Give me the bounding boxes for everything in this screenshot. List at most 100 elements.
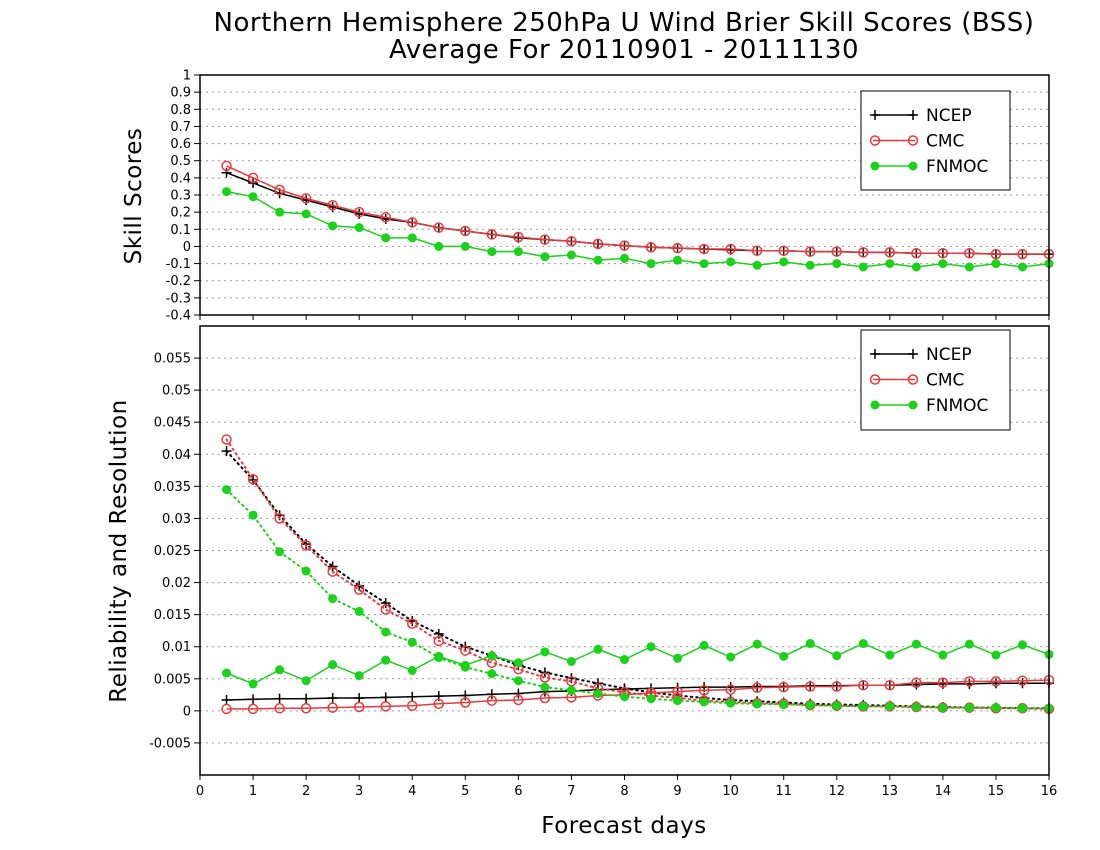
bottom-fnmoc-point — [1017, 640, 1027, 650]
bottom-ncep-point — [911, 679, 922, 690]
top-cmc-point — [513, 231, 524, 243]
bottom-ncep-point — [486, 689, 497, 700]
top-fnmoc-point — [673, 255, 683, 265]
bottom-cmc-point — [725, 684, 736, 695]
bottom-fnmoc-dotted-point — [620, 692, 629, 702]
bottom-cmc-point — [300, 703, 312, 714]
bottom-fnmoc-point — [566, 656, 576, 666]
top-cmc-point — [247, 172, 259, 184]
bottom-ncep-point — [274, 693, 285, 704]
bottom-ncep-point — [407, 691, 418, 702]
top-cmc-point — [725, 243, 736, 255]
top-fnmoc-series-line — [226, 190, 1050, 268]
bottom-plot-frame — [199, 325, 1050, 776]
bottom-ncep-point — [380, 692, 391, 703]
bottom-fnmoc-dotted-point — [726, 698, 736, 708]
top-fnmoc-point — [752, 260, 762, 270]
bottom-ncep-dotted-point — [433, 628, 444, 639]
bottom-y-tick-label: 0.01 — [162, 640, 191, 655]
bottom-fnmoc-point — [275, 665, 285, 675]
bottom-fnmoc-series-line — [226, 642, 1050, 685]
reliability-resolution-panel: -0.005 0 0.005 0.01 0.015 0.02 0.025 0.03 0.035 0… — [149, 325, 1057, 799]
top-y-tick-label: -0.4 — [166, 309, 191, 324]
x-tick-label: 12 — [828, 784, 845, 799]
bottom-fnmoc-dotted-point — [779, 699, 789, 709]
bottom-fnmoc-dotted-point — [752, 699, 762, 709]
bottom-fnmoc-point — [593, 644, 603, 654]
top-fnmoc-point — [513, 247, 523, 257]
bottom-cmc-point — [751, 682, 763, 694]
top-legend: NCEP CMC FNMOC — [860, 90, 1011, 191]
top-cmc-point — [274, 184, 285, 196]
bottom-cmc-dotted-point — [539, 672, 551, 683]
bottom-fnmoc-point — [964, 639, 974, 649]
bottom-fnmoc-point — [540, 647, 550, 657]
bottom-y-tick-label: -0.005 — [149, 736, 191, 751]
top-cmc-point — [1017, 248, 1028, 260]
bottom-fnmoc-point — [726, 652, 736, 662]
top-y-tick-label: 0.5 — [170, 154, 191, 169]
bottom-legend-ncep-marker — [908, 349, 918, 359]
bottom-fnmoc-dotted-point — [938, 703, 948, 713]
bottom-fnmoc-dotted-point — [460, 662, 470, 672]
top-legend-cmc-marker — [907, 135, 919, 146]
x-tick-label: 0 — [196, 784, 204, 799]
bottom-fnmoc-point — [673, 653, 683, 663]
top-cmc-point — [698, 243, 710, 255]
bottom-fnmoc-dotted-point — [328, 594, 338, 604]
bottom-fnmoc-point — [699, 640, 709, 650]
bottom-fnmoc-point — [301, 676, 311, 686]
bottom-fnmoc-dotted-point — [222, 485, 232, 495]
bottom-fnmoc-dotted-point — [699, 697, 709, 707]
bottom-cmc-point — [990, 676, 1002, 687]
x-tick-label: 13 — [882, 784, 899, 799]
bottom-legend-cmc-marker — [869, 374, 881, 385]
bottom-fnmoc-point — [620, 655, 629, 665]
top-y-tick-label: 0 — [183, 240, 191, 255]
bottom-ncep-point — [354, 693, 365, 704]
top-y-tick-label: -0.2 — [166, 274, 191, 289]
top-cmc-point — [911, 248, 922, 259]
top-cmc-point — [407, 217, 418, 228]
bottom-ncep-point — [248, 694, 259, 705]
bottom-fnmoc-dotted-point — [885, 701, 895, 711]
x-tick-label: 5 — [461, 784, 469, 799]
bottom-cmc-dotted-series-line — [225, 438, 1050, 710]
bottom-cmc-point — [778, 681, 789, 693]
bottom-cmc-point — [513, 694, 524, 706]
bottom-fnmoc-dotted-point — [434, 653, 444, 663]
x-tick-label: 9 — [673, 784, 681, 799]
x-tick-label: 2 — [302, 784, 310, 799]
bottom-y-tick-label: 0.015 — [154, 608, 191, 623]
top-cmc-point — [778, 245, 789, 256]
bottom-cmc-point — [698, 685, 710, 696]
bottom-fnmoc-dotted-point — [354, 606, 364, 616]
bottom-y-tick-label: 0.04 — [162, 448, 191, 463]
top-fnmoc-point — [991, 259, 1001, 269]
bottom-cmc-dotted-point — [247, 474, 259, 485]
x-tick-label: 3 — [355, 784, 363, 799]
top-fnmoc-point — [328, 221, 338, 231]
top-fnmoc-point — [566, 250, 576, 260]
bottom-ncep-point — [301, 693, 312, 704]
top-fnmoc-point — [487, 247, 497, 257]
top-cmc-point — [831, 246, 842, 257]
bottom-fnmoc-point — [646, 642, 656, 652]
top-legend-fnmoc-label: FNMOC — [926, 157, 988, 177]
bottom-cmc-point — [327, 702, 338, 713]
bottom-legend-cmc-marker — [907, 374, 919, 385]
top-y-tick-label: -0.1 — [166, 257, 191, 272]
bottom-y-tick-label: 0.055 — [154, 352, 191, 367]
bottom-y-axis-label: Reliability and Resolution — [106, 399, 132, 702]
bottom-cmc-point — [964, 676, 975, 687]
bottom-ncep-point — [513, 688, 524, 699]
top-fnmoc-point — [407, 233, 417, 243]
bottom-fnmoc-point — [752, 639, 762, 649]
top-legend-fnmoc-marker — [870, 161, 880, 171]
bottom-cmc-point — [274, 703, 285, 714]
bottom-ncep-point — [460, 690, 471, 701]
x-tick-label: 10 — [722, 784, 739, 799]
bottom-cmc-point — [221, 703, 232, 715]
top-fnmoc-point — [275, 207, 285, 217]
bottom-y-tick-label: 0.03 — [162, 512, 191, 527]
